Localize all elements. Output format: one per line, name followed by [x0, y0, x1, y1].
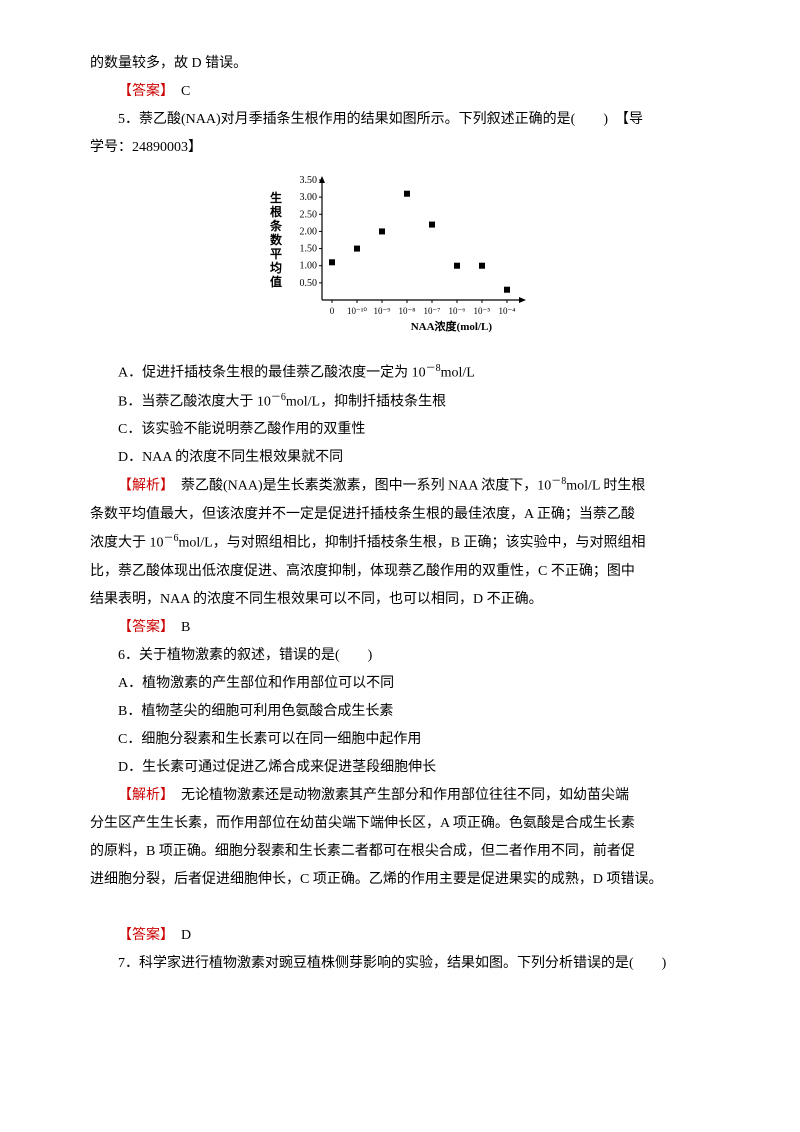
svg-text:10⁻¹⁰: 10⁻¹⁰: [347, 306, 367, 316]
answer-label: 【答案】: [118, 620, 167, 635]
blank-line: [90, 894, 710, 922]
explanation-label: 【解析】: [118, 788, 167, 803]
q6-explanation-3: 的原料，B 项正确。细胞分裂素和生长素二者都可在根尖合成，但二者作用不同，前者促: [90, 838, 710, 866]
answer-6: 【答案】 D: [90, 922, 710, 950]
q5-explanation-3: 浓度大于 10－6mol/L，与对照组相比，抑制扦插枝条生根，B 正确；该实验中…: [90, 529, 710, 558]
explanation-label: 【解析】: [118, 479, 167, 494]
svg-text:10⁻⁹: 10⁻⁹: [374, 306, 391, 316]
answer-value: C: [167, 84, 190, 99]
svg-text:1.50: 1.50: [300, 244, 318, 255]
q6-option-a: A．植物激素的产生部位和作用部位可以不同: [90, 670, 710, 698]
svg-text:值: 值: [270, 274, 282, 289]
q5-chart: 0.50 1.00 1.50 2.00 2.50 3.00 3.50 生根条数平均值 0 10⁻¹…: [90, 170, 710, 351]
answer-5: 【答案】 B: [90, 614, 710, 642]
q6-option-c: C．细胞分裂素和生长素可以在同一细胞中起作用: [90, 726, 710, 754]
q6-explanation-2: 分生区产生生长素，而作用部位在幼苗尖端下端伸长区，A 项正确。色氨酸是合成生长素: [90, 810, 710, 838]
svg-text:根: 根: [270, 204, 282, 219]
q5-explanation-4: 比，萘乙酸体现出低浓度促进、高浓度抑制，体现萘乙酸作用的双重性，C 不正确；图中: [90, 558, 710, 586]
answer-4: 【答案】 C: [90, 78, 710, 106]
svg-text:0: 0: [330, 306, 335, 316]
continuation-text: 的数量较多，故 D 错误。: [90, 50, 710, 78]
svg-text:10⁻⁵: 10⁻⁵: [474, 306, 491, 316]
answer-value: B: [167, 620, 190, 635]
svg-text:3.50: 3.50: [300, 175, 318, 186]
svg-text:10⁻⁴: 10⁻⁴: [499, 306, 516, 316]
svg-text:生: 生: [270, 190, 282, 205]
svg-text:3.00: 3.00: [300, 192, 318, 203]
q5-explanation-1: 【解析】 萘乙酸(NAA)是生长素类激素，图中一系列 NAA 浓度下，10－8m…: [90, 472, 710, 501]
svg-text:数: 数: [270, 232, 283, 247]
svg-text:10⁻⁷: 10⁻⁷: [424, 306, 441, 316]
svg-text:平: 平: [270, 247, 282, 261]
q5-option-d: D．NAA 的浓度不同生根效果就不同: [90, 444, 710, 472]
q5-stem-b: 学号：24890003】: [90, 134, 710, 162]
q5-option-c: C．该实验不能说明萘乙酸作用的双重性: [90, 416, 710, 444]
svg-text:均: 均: [270, 260, 282, 275]
document-page: 的数量较多，故 D 错误。 【答案】 C 5．萘乙酸(NAA)对月季插条生根作用…: [0, 0, 800, 1028]
q6-option-d: D．生长素可通过促进乙烯合成来促进茎段细胞伸长: [90, 754, 710, 782]
svg-text:0.50: 0.50: [300, 278, 318, 289]
svg-text:2.00: 2.00: [300, 226, 318, 237]
q5-option-a: A．促进扦插枝条生根的最佳萘乙酸浓度一定为 10－8mol/L: [90, 359, 710, 388]
q5-explanation-5: 结果表明，NAA 的浓度不同生根效果可以不同，也可以相同，D 不正确。: [90, 586, 710, 614]
svg-text:条: 条: [269, 218, 283, 233]
q5-stem-a: 5．萘乙酸(NAA)对月季插条生根作用的结果如图所示。下列叙述正确的是( ) 【…: [90, 106, 710, 134]
svg-text:2.50: 2.50: [300, 209, 318, 220]
svg-text:NAA浓度(mol/L): NAA浓度(mol/L): [411, 319, 493, 333]
q6-stem: 6．关于植物激素的叙述，错误的是( ): [90, 642, 710, 670]
q5-explanation-2: 条数平均值最大，但该浓度并不一定是促进扦插枝条生根的最佳浓度，A 正确；当萘乙酸: [90, 501, 710, 529]
q6-option-b: B．植物茎尖的细胞可利用色氨酸合成生长素: [90, 698, 710, 726]
svg-text:10⁻⁶: 10⁻⁶: [449, 306, 466, 316]
svg-text:10⁻⁸: 10⁻⁸: [399, 306, 416, 316]
answer-value: D: [167, 928, 191, 943]
svg-text:1.00: 1.00: [300, 261, 318, 272]
answer-label: 【答案】: [118, 84, 167, 99]
q5-option-b: B．当萘乙酸浓度大于 10－6mol/L，抑制扦插枝条生根: [90, 388, 710, 417]
q6-explanation-1: 【解析】 无论植物激素还是动物激素其产生部分和作用部位往往不同，如幼苗尖端: [90, 782, 710, 810]
q6-explanation-4: 进细胞分裂，后者促进细胞伸长，C 项正确。乙烯的作用主要是促进果实的成熟，D 项…: [90, 866, 710, 894]
answer-label: 【答案】: [118, 928, 167, 943]
q7-stem: 7．科学家进行植物激素对豌豆植株侧芽影响的实验，结果如图。下列分析错误的是( ): [90, 950, 710, 978]
